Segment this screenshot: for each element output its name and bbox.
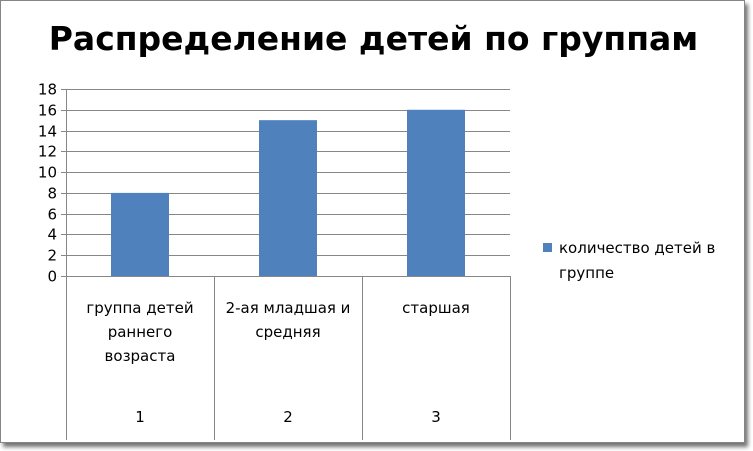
y-tick-label: 18 <box>38 81 57 99</box>
x-category-label: средняя <box>255 323 320 341</box>
x-category-number: 2 <box>283 408 293 426</box>
y-tick-label: 14 <box>38 123 57 141</box>
y-tick-label: 12 <box>38 143 57 161</box>
x-category-label: раннего <box>108 323 173 341</box>
bar <box>407 109 465 277</box>
bar <box>259 120 317 277</box>
y-tick-label: 8 <box>47 185 57 203</box>
y-tick-label: 10 <box>38 164 57 182</box>
x-category-label: старшая <box>402 299 470 317</box>
x-category-number: 3 <box>431 408 441 426</box>
y-tick-label: 0 <box>47 268 57 286</box>
x-category-label: группа детей <box>86 299 193 317</box>
y-tick-label: 16 <box>38 102 57 120</box>
legend-label: количество детей в группе <box>559 239 716 282</box>
legend: количество детей в группе <box>543 236 733 286</box>
y-tick-label: 4 <box>47 226 57 244</box>
bar <box>111 192 169 276</box>
x-category-label: возраста <box>105 347 176 365</box>
y-tick-label: 6 <box>47 206 57 224</box>
chart-title: Распределение детей по группам <box>48 19 699 58</box>
x-category-label: 2-ая младшая и <box>226 299 351 317</box>
legend-swatch <box>543 243 552 252</box>
x-category-number: 1 <box>135 408 145 426</box>
y-tick-label: 2 <box>47 247 57 265</box>
